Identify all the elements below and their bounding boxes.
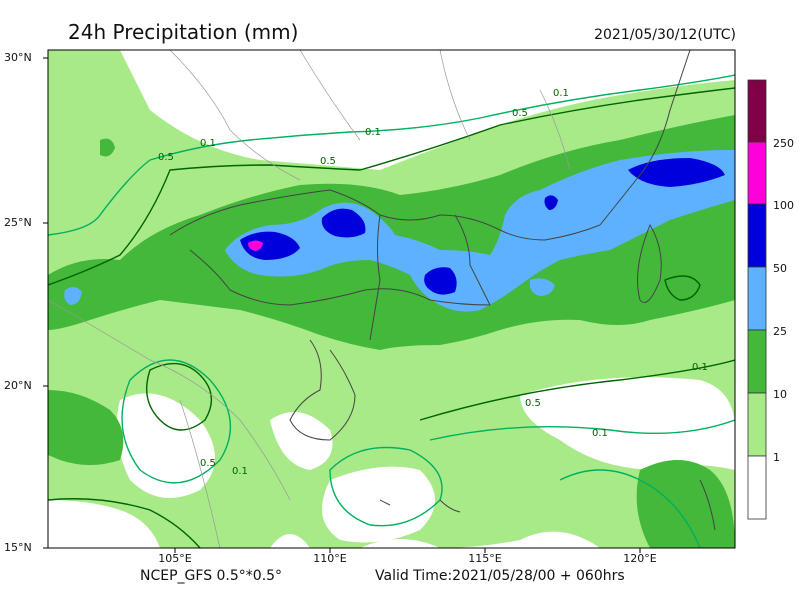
lat-label-30n: 30°N <box>4 51 32 64</box>
contour-label: 0.1 <box>200 138 216 149</box>
legend-label-10: 10 <box>773 388 787 401</box>
contour-label: 0.1 <box>232 466 248 477</box>
lon-label-120e: 120°E <box>623 552 657 565</box>
dry-area <box>270 412 333 470</box>
precip-area-50mm <box>424 267 457 295</box>
contour-line-01 <box>429 419 735 441</box>
lon-label-105e: 105°E <box>158 552 192 565</box>
lat-label-15n: 15°N <box>4 541 32 554</box>
boundary-line <box>599 50 691 226</box>
lat-label-25n: 25°N <box>4 216 32 229</box>
contour-label: 0.5 <box>200 458 216 469</box>
precip-area-100mm <box>248 240 263 251</box>
lon-label-115e: 115°E <box>468 552 502 565</box>
boundary-line <box>369 214 381 341</box>
legend-label-1: 1 <box>773 451 780 464</box>
legend-label-25: 25 <box>773 325 787 338</box>
contour-line-01 <box>329 446 443 527</box>
map-frame <box>47 49 736 549</box>
legend-swatch-0 <box>747 455 767 520</box>
contour-label: 0.1 <box>365 127 381 138</box>
legend-label-100: 100 <box>773 199 794 212</box>
legend-label-50: 50 <box>773 262 787 275</box>
legend-label-250: 250 <box>773 137 794 150</box>
precip-area-50mm <box>321 208 366 238</box>
valid-time-label: Valid Time:2021/05/28/00 + 060hrs <box>375 568 625 584</box>
contour-label: 0.1 <box>553 88 569 99</box>
contour-label: 0.1 <box>692 362 708 373</box>
lat-ticks <box>43 57 48 549</box>
contour-line-05 <box>146 362 213 431</box>
contour-label: 0.5 <box>512 108 528 119</box>
lat-label-20n: 20°N <box>4 379 32 392</box>
contour-line-05 <box>419 359 735 421</box>
contour-label: 0.1 <box>592 428 608 439</box>
legend-colorbar <box>747 79 767 520</box>
boundary-line <box>48 299 291 548</box>
legend-swatch-10 <box>747 329 767 394</box>
legend-swatch-100 <box>747 141 767 205</box>
precip-area-25mm <box>529 278 555 296</box>
contour-line-05 <box>48 87 735 286</box>
contour-label: 0.5 <box>158 152 174 163</box>
lon-ticks <box>174 548 641 553</box>
chart-title: 24h Precipitation (mm) <box>68 20 299 44</box>
dry-area <box>520 377 735 470</box>
lon-label-110e: 110°E <box>313 552 347 565</box>
contour-line-01 <box>48 74 735 236</box>
contour-label: 0.5 <box>525 398 541 409</box>
legend-swatch-50 <box>747 203 767 268</box>
model-label: NCEP_GFS 0.5°*0.5° <box>140 568 283 584</box>
precip-area-10mm <box>100 138 115 157</box>
boundary-line <box>169 50 571 181</box>
boundary-line <box>379 479 716 531</box>
legend-swatch-250plus <box>747 79 767 143</box>
legend-swatch-25 <box>747 266 767 331</box>
boundary-line <box>289 339 356 441</box>
precip-area-25mm <box>225 150 735 312</box>
legend-swatch-1 <box>747 392 767 457</box>
precip-area-10mm <box>48 390 124 465</box>
precip-area-50mm <box>544 195 558 210</box>
precip-area-10mm <box>636 460 735 548</box>
timestamp: 2021/05/30/12(UTC) <box>594 27 736 43</box>
contour-line-01 <box>121 359 232 484</box>
boundary-line <box>637 223 662 303</box>
boundary-line <box>169 189 601 241</box>
contour-line-05 <box>664 275 701 301</box>
boundary-line <box>189 249 491 306</box>
contour-line-01 <box>559 469 701 548</box>
contour-line-05 <box>48 498 201 548</box>
boundary-line <box>454 214 491 306</box>
contour-label: 0.5 <box>320 156 336 167</box>
dry-area <box>116 393 215 498</box>
precip-area-25mm <box>64 286 82 305</box>
dry-area <box>322 466 435 543</box>
precip-area-50mm <box>240 231 300 260</box>
precip-area-50mm <box>628 158 725 187</box>
